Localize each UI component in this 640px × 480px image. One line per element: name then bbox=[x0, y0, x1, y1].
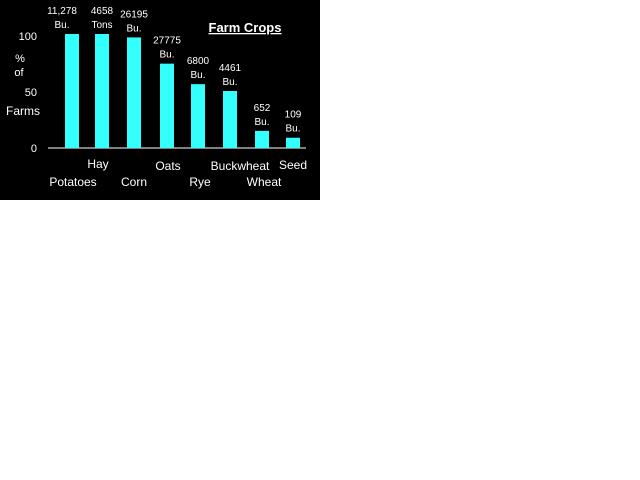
data-label-buckwheat-line-2: Bu. bbox=[222, 77, 237, 88]
bar-buckwheat bbox=[223, 91, 237, 148]
category-label-buckwheat: Buckwheat bbox=[211, 159, 270, 173]
data-label-oats-line-2: Bu. bbox=[159, 50, 174, 61]
data-label-hay-line-2: Tons bbox=[91, 20, 112, 31]
data-label-wheat-line-2: Bu. bbox=[254, 117, 269, 128]
data-label-potatoes-line-1: 11,278 bbox=[47, 6, 77, 17]
data-label-buckwheat-line-1: 4461 bbox=[219, 63, 242, 74]
data-label-corn-line-1: 26195 bbox=[120, 9, 148, 20]
data-label-hay-line-1: 4658 bbox=[91, 6, 114, 17]
bar-rye bbox=[191, 84, 205, 148]
bars-group bbox=[65, 34, 300, 148]
data-label-rye-line-2: Bu. bbox=[190, 70, 205, 81]
y-tick-label-0: 0 bbox=[31, 143, 37, 155]
category-label-wheat: Wheat bbox=[247, 175, 282, 189]
bar-wheat bbox=[255, 130, 269, 148]
chart-panel: Farm Crops % of Farms 100 50 0 11,278 Bu.… bbox=[0, 0, 320, 200]
bar-hay bbox=[95, 34, 109, 148]
y-tick-label-50: 50 bbox=[25, 87, 37, 99]
y-axis-label-line-3: Farms bbox=[6, 104, 40, 118]
y-axis-label-line-1: % bbox=[15, 53, 25, 65]
bar-oats bbox=[160, 63, 174, 148]
chart-title: Farm Crops bbox=[209, 20, 282, 35]
data-label-potatoes-line-2: Bu. bbox=[54, 20, 69, 31]
y-axis-label-line-2: of bbox=[14, 67, 24, 79]
data-label-wheat-line-1: 652 bbox=[254, 103, 271, 114]
category-label-oats: Oats bbox=[155, 159, 180, 173]
data-label-seed-line-2: Bu. bbox=[285, 124, 300, 135]
category-label-potatoes: Potatoes bbox=[49, 175, 96, 189]
data-label-seed-line-1: 109 bbox=[285, 110, 302, 121]
category-label-hay: Hay bbox=[87, 157, 108, 171]
category-label-corn: Corn bbox=[121, 175, 147, 189]
farm-crops-chart: Farm Crops % of Farms 100 50 0 11,278 Bu.… bbox=[6, 6, 307, 189]
category-label-seed: Seed bbox=[279, 158, 307, 172]
bar-seed bbox=[286, 137, 300, 148]
category-label-rye: Rye bbox=[189, 175, 211, 189]
bar-corn bbox=[127, 37, 141, 148]
data-label-corn-line-2: Bu. bbox=[126, 23, 141, 34]
data-label-rye-line-1: 6800 bbox=[187, 56, 210, 67]
data-labels-group: 11,278 Bu. 4658 Tons 26195 Bu. 27775 Bu. 6800 Bu.… bbox=[47, 6, 302, 135]
y-tick-label-100: 100 bbox=[19, 31, 37, 43]
data-label-oats-line-1: 27775 bbox=[153, 36, 181, 47]
bar-potatoes bbox=[65, 34, 79, 148]
